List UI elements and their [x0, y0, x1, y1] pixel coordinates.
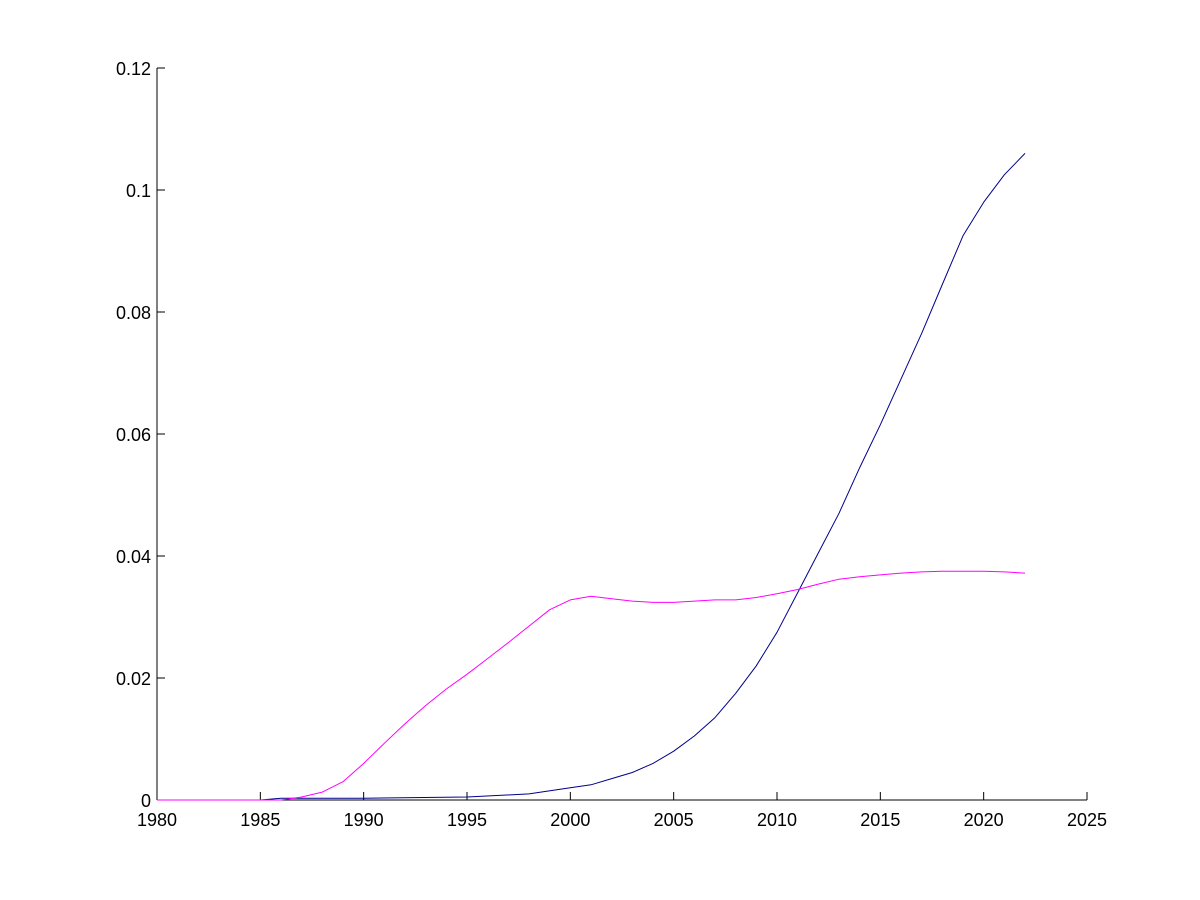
x-tick-label: 1990 — [344, 810, 384, 830]
x-tick-label: 2005 — [654, 810, 694, 830]
y-tick-label: 0.1 — [126, 181, 151, 201]
y-tick-label: 0.06 — [116, 425, 151, 445]
x-tick-label: 2025 — [1067, 810, 1107, 830]
x-tick-label: 1980 — [137, 810, 177, 830]
series-line-2 — [157, 570, 1026, 801]
y-tick-label: 0.12 — [116, 59, 151, 79]
x-tick-label: 2010 — [757, 810, 797, 830]
x-tick-label: 1995 — [447, 810, 487, 830]
x-tick-label: 2015 — [860, 810, 900, 830]
y-tick-label: 0.02 — [116, 669, 151, 689]
y-tick-label: 0.04 — [116, 547, 151, 567]
x-tick-label: 2020 — [964, 810, 1004, 830]
y-tick-label: 0 — [141, 791, 151, 811]
y-axis-ticks: 0 0.02 0.04 0.06 0.08 0.1 0.12 — [116, 59, 165, 811]
series-lines — [157, 153, 1026, 801]
x-tick-label: 1985 — [240, 810, 280, 830]
x-axis-ticks: 1980 1985 1990 1995 2000 2005 2010 2015 2020 2025 — [137, 792, 1107, 830]
axes — [156, 68, 1087, 801]
y-tick-label: 0.08 — [116, 303, 151, 323]
series-line-1 — [157, 153, 1026, 801]
x-tick-label: 2000 — [550, 810, 590, 830]
